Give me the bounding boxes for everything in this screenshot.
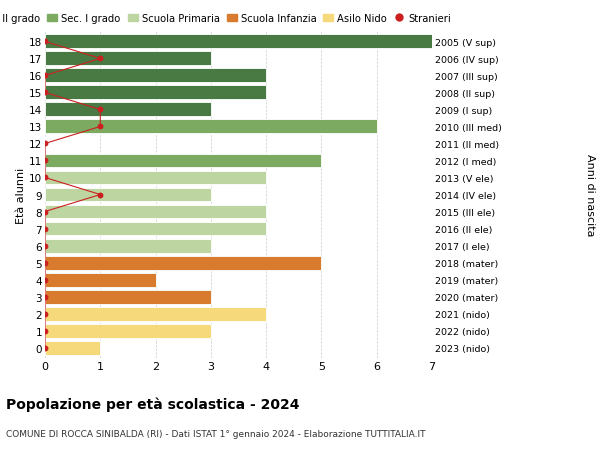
Bar — [45, 188, 211, 202]
Bar — [45, 154, 322, 168]
Point — [40, 344, 50, 352]
Text: Popolazione per età scolastica - 2024: Popolazione per età scolastica - 2024 — [6, 397, 299, 412]
Point — [40, 225, 50, 233]
Bar — [45, 69, 266, 83]
Point — [40, 242, 50, 250]
Point — [40, 157, 50, 165]
Point — [95, 56, 105, 63]
Point — [95, 191, 105, 199]
Point — [40, 73, 50, 80]
Point — [40, 327, 50, 335]
Bar — [45, 324, 211, 338]
Bar — [45, 86, 266, 100]
Y-axis label: Anni di nascita: Anni di nascita — [585, 154, 595, 236]
Legend: Sec. II grado, Sec. I grado, Scuola Primaria, Scuola Infanzia, Asilo Nido, Stran: Sec. II grado, Sec. I grado, Scuola Prim… — [0, 14, 451, 24]
Point — [40, 208, 50, 216]
Bar — [45, 256, 322, 270]
Point — [40, 174, 50, 182]
Bar — [45, 103, 211, 117]
Text: COMUNE DI ROCCA SINIBALDA (RI) - Dati ISTAT 1° gennaio 2024 - Elaborazione TUTTI: COMUNE DI ROCCA SINIBALDA (RI) - Dati IS… — [6, 429, 425, 438]
Point — [40, 293, 50, 301]
Point — [95, 123, 105, 131]
Point — [40, 39, 50, 46]
Point — [95, 106, 105, 114]
Bar — [45, 171, 266, 185]
Point — [40, 276, 50, 284]
Point — [40, 140, 50, 148]
Bar — [45, 273, 155, 287]
Point — [40, 90, 50, 97]
Bar — [45, 307, 266, 321]
Bar — [45, 52, 211, 66]
Y-axis label: Età alunni: Età alunni — [16, 167, 26, 223]
Point — [40, 259, 50, 267]
Bar — [45, 341, 100, 355]
Bar — [45, 222, 266, 236]
Bar — [45, 205, 266, 219]
Bar — [45, 35, 432, 49]
Bar — [45, 290, 211, 304]
Point — [40, 310, 50, 318]
Bar — [45, 120, 377, 134]
Bar — [45, 239, 211, 253]
